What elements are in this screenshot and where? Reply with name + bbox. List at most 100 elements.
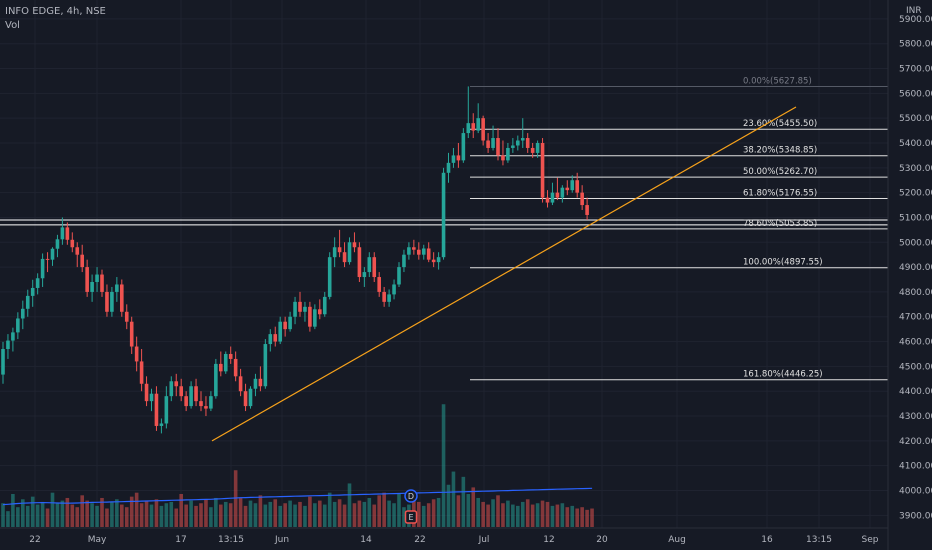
event-markers[interactable]: DE — [404, 489, 418, 524]
candle-body — [100, 274, 104, 292]
trendline-drawing[interactable] — [211, 106, 797, 442]
candle-body — [466, 123, 471, 134]
volume-bar — [65, 497, 70, 527]
candle-body — [332, 247, 337, 258]
volume-bar — [293, 504, 297, 527]
candle-body — [471, 123, 476, 131]
price-tick-label: 5800.00 — [899, 40, 932, 50]
candle-body — [511, 145, 515, 148]
candle-body — [481, 118, 485, 141]
candle-body — [387, 294, 391, 302]
volume-bar — [367, 497, 372, 527]
volume-bar — [6, 511, 10, 527]
volume-bar — [95, 505, 99, 527]
candle-body — [154, 393, 159, 426]
candle-body — [377, 277, 381, 292]
volume-bar — [75, 507, 80, 527]
candle-body — [525, 138, 530, 148]
candle-body — [45, 258, 50, 260]
volume-bar — [387, 500, 391, 527]
volume-bar — [228, 503, 233, 527]
candle-body — [585, 205, 589, 215]
fib-level-label: 100.00%(4897.55) — [743, 258, 823, 268]
candle-body — [580, 192, 584, 206]
time-axis[interactable]: 22 May 17 13:15 Jun 14 22 Jul 12 20 Aug 16 13:15 Sep — [0, 527, 888, 545]
time-tick-label: 12 — [543, 535, 554, 545]
volume-bar — [421, 505, 426, 527]
time-tick-label: Jul — [478, 535, 490, 545]
time-tick-label: Jun — [274, 535, 289, 545]
time-tick-label: 14 — [360, 535, 372, 545]
candle-body — [223, 353, 228, 372]
volume-bar — [219, 504, 223, 527]
volume-bar — [179, 494, 183, 527]
volume-bar — [580, 507, 584, 527]
volume-bar — [40, 501, 45, 527]
price-axis[interactable]: 3900.00 4000.00 4100.00 4200.00 4300.00 4400.… — [887, 0, 932, 550]
candle-body — [11, 332, 15, 341]
candle-body — [115, 284, 119, 292]
volume-pane — [1, 404, 594, 527]
volume-bar — [550, 505, 555, 527]
candle-body — [149, 393, 154, 402]
price-tick-label: 5900.00 — [899, 15, 932, 25]
candle-body — [21, 308, 25, 319]
volume-bar — [530, 504, 535, 527]
fib-level-label: 23.60%(5455.50) — [743, 119, 817, 129]
candle-body — [520, 138, 525, 141]
volume-bar — [382, 492, 386, 527]
candle-body — [352, 242, 357, 248]
volume-bar — [337, 499, 342, 527]
candle-body — [144, 383, 149, 402]
price-tick-label: 5600.00 — [899, 89, 932, 99]
volume-bar — [25, 505, 30, 527]
volume-bar — [233, 470, 238, 527]
candle-body — [426, 248, 431, 260]
candle-body — [263, 344, 268, 387]
volume-bar — [159, 505, 164, 527]
volume-bar — [209, 507, 213, 527]
candle-body — [288, 316, 292, 330]
volume-bar — [1, 503, 5, 527]
volume-bar — [154, 499, 159, 527]
volume-bar — [481, 501, 485, 527]
candle-body — [337, 247, 342, 253]
price-tick-label: 5700.00 — [899, 65, 932, 75]
volume-bar — [248, 500, 253, 527]
volume-bar — [357, 500, 362, 527]
volume-bar — [456, 495, 461, 527]
volume-bar — [446, 484, 451, 527]
candle-body — [25, 295, 30, 309]
volume-bar — [431, 499, 436, 527]
volume-bar — [313, 503, 317, 527]
volume-bar — [110, 501, 114, 527]
volume-bar — [169, 501, 174, 527]
fib-level-label: 50.00%(5262.70) — [743, 167, 817, 177]
candle-body — [65, 227, 70, 240]
candle-body — [313, 309, 317, 327]
candle-body — [209, 396, 213, 409]
candle-body — [258, 378, 263, 387]
candle-body — [90, 281, 94, 292]
volume-bar — [496, 495, 500, 527]
volume-bar — [129, 496, 134, 527]
volume-bar — [525, 499, 530, 527]
fibonacci-retracement[interactable]: 0.00%(5627.85) 23.60%(5455.50) 38.20%(5348… — [0, 76, 888, 381]
candle-body — [134, 346, 139, 362]
price-tick-label: 5300.00 — [899, 164, 932, 174]
volume-bar — [402, 507, 406, 527]
time-tick-label: 22 — [29, 535, 40, 545]
time-tick-label: 16 — [761, 535, 773, 545]
volume-bar — [139, 503, 144, 527]
volume-indicator-label[interactable]: Vol — [5, 20, 20, 31]
price-tick-label: 4500.00 — [899, 362, 932, 372]
volume-bar — [268, 501, 273, 527]
volume-bar — [134, 492, 139, 527]
volume-bar — [535, 503, 540, 527]
symbol-title: INFO EDGE, 4h, NSE — [5, 6, 106, 17]
candle-body — [139, 361, 144, 384]
volume-bar — [322, 504, 327, 527]
volume-bar — [174, 508, 179, 527]
